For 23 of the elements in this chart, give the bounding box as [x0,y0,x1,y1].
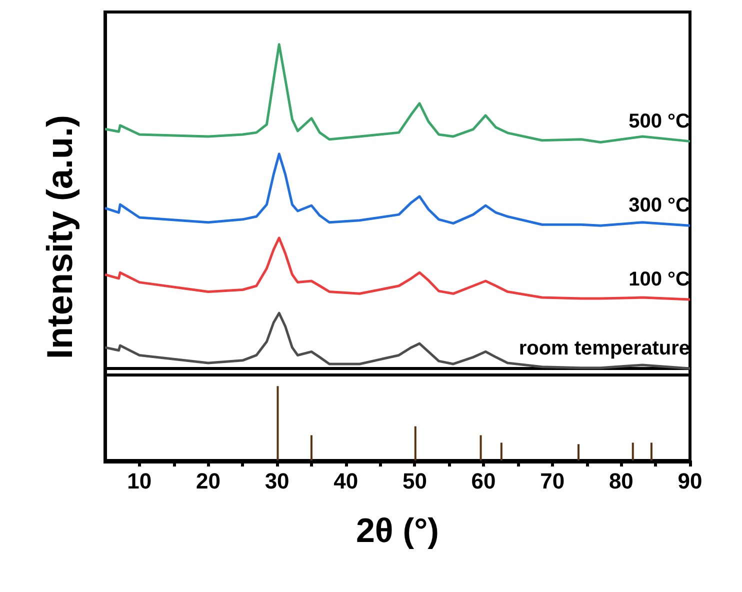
bar [414,426,416,461]
x-tick-label: 50 [402,468,427,494]
series-label: 300 °C [628,194,690,217]
x-tick-label: 10 [127,468,152,494]
bar [650,442,652,461]
bar [276,386,279,461]
x-tick-label: 70 [540,468,565,494]
bar [500,442,502,461]
bar [480,435,482,461]
x-axis-title: 2θ (°) [356,512,439,550]
bar [632,442,634,461]
x-tick-label: 40 [334,468,358,494]
x-tick-label: 80 [608,468,634,494]
series-label: 100 °C [628,268,690,290]
x-tick-label: 20 [196,468,220,494]
x-tick-label: 30 [264,468,290,494]
bar [578,444,580,461]
y-axis-title: Intensity (a.u.) [39,114,81,360]
x-tick-label: 60 [471,468,496,494]
series-label: 500 °C [628,110,690,132]
series-label: room temperature [518,338,690,360]
x-tick-label: 90 [678,468,702,494]
bar [310,435,312,461]
